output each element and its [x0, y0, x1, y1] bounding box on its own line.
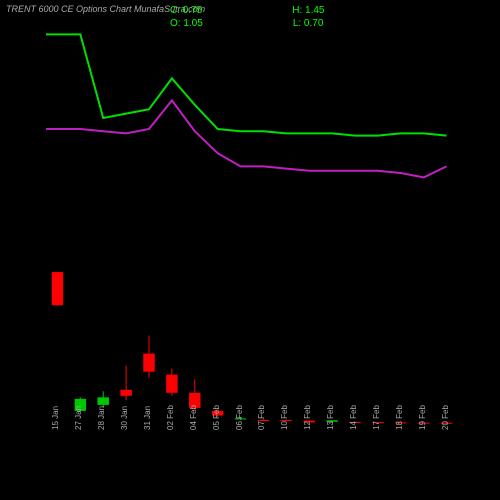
chart-area: 15 Jan 27 Jan 28 Jan 30 Jan 31 Jan 02 Feb 04 F… [46, 30, 458, 430]
x-tick-label: 05 Feb [212, 405, 221, 430]
x-tick-label: 18 Feb [395, 405, 404, 430]
x-tick-label: 13 Feb [326, 405, 335, 430]
x-tick-label: 17 Feb [372, 405, 381, 430]
low-value: L: 0.70 [293, 17, 324, 30]
x-tick-label: 14 Feb [349, 405, 358, 430]
high-value: H: 1.45 [292, 4, 324, 17]
open-value: O: 1.05 [170, 17, 203, 30]
x-tick-label: 12 Feb [303, 405, 312, 430]
close-value: C: 0.75 [170, 4, 202, 17]
x-tick-label: 27 Jan [74, 406, 83, 430]
x-axis-labels: 15 Jan 27 Jan 28 Jan 30 Jan 31 Jan 02 Feb 04 F… [46, 360, 458, 430]
x-tick-label: 30 Jan [120, 406, 129, 430]
x-tick-label: 15 Jan [51, 406, 60, 430]
x-tick-label: 10 Feb [280, 405, 289, 430]
x-tick-label: 31 Jan [143, 406, 152, 430]
x-tick-label: 06 Feb [235, 405, 244, 430]
x-tick-label: 04 Feb [189, 405, 198, 430]
x-tick-label: 19 Feb [418, 405, 427, 430]
x-tick-label: 07 Feb [257, 405, 266, 430]
x-tick-label: 28 Jan [97, 406, 106, 430]
x-tick-label: 02 Feb [166, 405, 175, 430]
x-tick-label: 20 Feb [441, 405, 450, 430]
ohlc-readout: C: 0.75 H: 1.45 O: 1.05 L: 0.70 [170, 4, 325, 30]
